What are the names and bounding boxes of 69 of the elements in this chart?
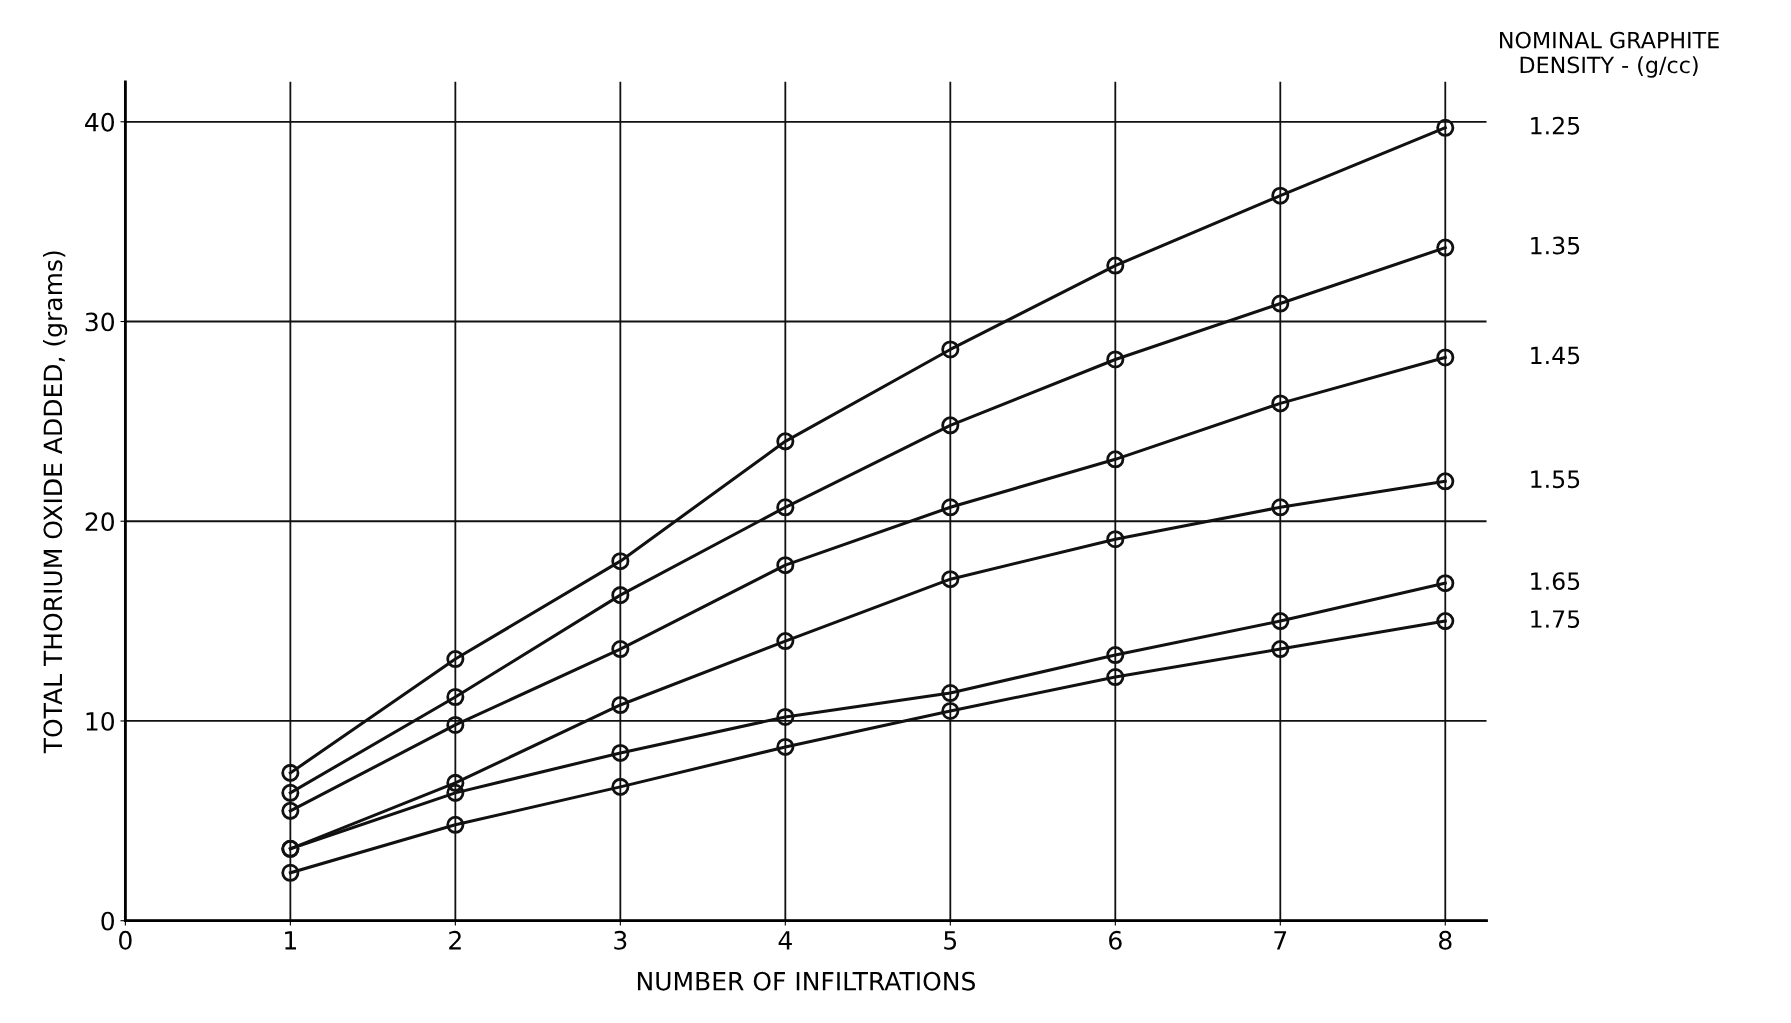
x-tick-label: 1	[285, 931, 296, 950]
point	[611, 552, 630, 571]
point	[281, 763, 300, 782]
text: 1.65	[1531, 572, 1580, 591]
point	[1106, 450, 1125, 469]
point	[941, 701, 960, 721]
point	[1106, 646, 1125, 665]
point	[776, 632, 795, 651]
point	[1436, 574, 1455, 593]
legend-title: NOMINAL GRAPHITE DENSITY - (g/cc)	[1500, 31, 1719, 78]
text: 1.45	[1531, 346, 1580, 365]
point	[1271, 294, 1290, 313]
point	[281, 783, 300, 802]
point	[1436, 348, 1455, 367]
point	[446, 783, 465, 802]
point	[446, 650, 465, 669]
point	[1271, 498, 1290, 517]
point	[446, 715, 465, 734]
point	[446, 687, 465, 707]
point	[1271, 394, 1290, 413]
point	[1271, 612, 1290, 631]
x-tick-label: 6	[1109, 930, 1122, 950]
x-tick-label: 4	[778, 931, 792, 950]
y-tick-label: 40	[85, 112, 114, 132]
y-axis-title: TOTAL THORIUM OXIDE ADDED, (grams)	[43, 251, 68, 754]
x-tick-label: 8	[1439, 930, 1452, 950]
x-tick-label: 3	[614, 930, 627, 950]
point	[941, 498, 960, 517]
text: 1.55	[1531, 470, 1580, 489]
point	[1106, 530, 1125, 549]
point	[776, 498, 795, 517]
x-axis-title: NUMBER OF INFILTRATIONS	[637, 971, 975, 991]
point	[1106, 256, 1125, 275]
point	[611, 586, 630, 605]
point	[1271, 186, 1290, 205]
point	[1436, 118, 1455, 137]
point	[1106, 668, 1125, 687]
point	[941, 416, 960, 435]
y-tick-label: 30	[85, 312, 114, 332]
x-tick-label: 0	[119, 930, 132, 950]
point	[941, 570, 960, 589]
point	[776, 432, 795, 451]
point	[611, 743, 630, 762]
point	[941, 340, 960, 359]
point	[446, 773, 465, 792]
text: 1.35	[1531, 236, 1580, 255]
y-tick-label: 20	[85, 512, 114, 532]
point	[941, 683, 960, 703]
x-tick-label: 2	[449, 930, 461, 950]
x-tick-label: 7	[1274, 931, 1287, 950]
text: 1.75	[1531, 610, 1580, 628]
point	[611, 640, 630, 659]
point	[611, 695, 630, 715]
point	[1436, 238, 1455, 257]
point	[281, 801, 300, 820]
y-tick-label: 10	[86, 711, 114, 731]
point	[1271, 640, 1290, 659]
x-tick-label: 5	[944, 931, 957, 950]
point	[776, 556, 795, 575]
point	[281, 863, 300, 882]
y-tick-label: 0	[101, 911, 114, 931]
text: 1.25	[1531, 116, 1580, 135]
point	[1436, 472, 1455, 491]
point	[776, 707, 795, 727]
point	[1436, 612, 1455, 631]
point	[611, 777, 630, 796]
point	[1106, 350, 1125, 369]
point	[776, 737, 795, 756]
point	[446, 815, 465, 834]
